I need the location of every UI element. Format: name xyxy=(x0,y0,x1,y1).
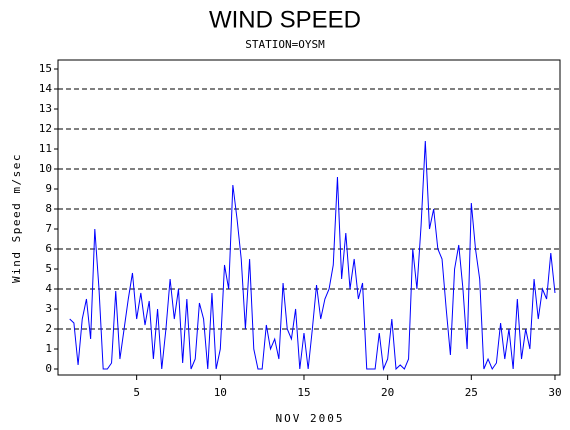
y-tick-label: 0 xyxy=(45,362,52,375)
y-tick-label: 11 xyxy=(39,142,52,155)
y-tick-label: 2 xyxy=(45,322,52,335)
chart-subtitle: STATION=OYSM xyxy=(245,38,325,51)
y-tick-label: 8 xyxy=(45,202,52,215)
y-tick-label: 5 xyxy=(45,262,52,275)
x-tick-label: 5 xyxy=(133,386,140,399)
y-axis-label: Wind Speed m/sec xyxy=(10,153,23,283)
y-tick-label: 9 xyxy=(45,182,52,195)
y-tick-label: 4 xyxy=(45,282,52,295)
x-axis-label: NOV 2005 xyxy=(276,412,345,425)
y-tick-label: 15 xyxy=(39,62,52,75)
y-tick-label: 3 xyxy=(45,302,52,315)
y-tick-label: 10 xyxy=(39,162,52,175)
plot-frame xyxy=(57,59,561,376)
series-line xyxy=(69,140,556,371)
x-tick-label: 10 xyxy=(214,386,227,399)
x-tick-label: 25 xyxy=(465,386,478,399)
x-tick-label: 30 xyxy=(548,386,561,399)
chart-title: WIND SPEED xyxy=(209,6,361,33)
y-tick-label: 13 xyxy=(39,102,52,115)
y-tick-label: 6 xyxy=(45,242,52,255)
y-tick-label: 14 xyxy=(39,82,53,95)
x-tick-label: 15 xyxy=(297,386,310,399)
y-tick-label: 12 xyxy=(39,122,52,135)
y-tick-label: 7 xyxy=(45,222,52,235)
x-tick-label: 20 xyxy=(381,386,394,399)
y-tick-label: 1 xyxy=(45,342,52,355)
